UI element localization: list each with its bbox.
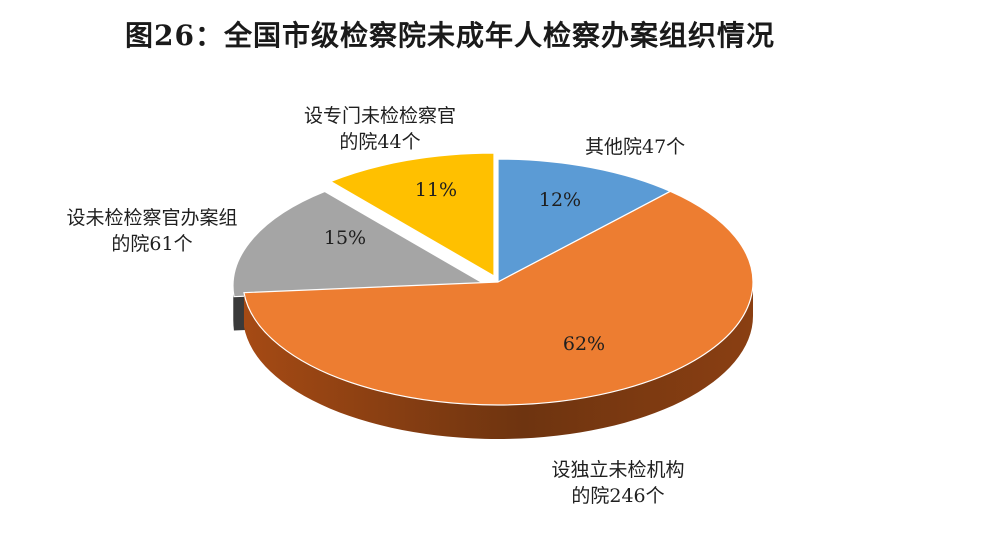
slice-side-1	[243, 282, 753, 440]
pie-slice-3	[329, 152, 495, 278]
pie-slice-1	[243, 190, 754, 406]
slice-category-label-line: 设未检检察官办案组	[66, 207, 237, 229]
slice-percent-label: 11%	[415, 179, 457, 201]
slice-category-label: 设未检检察官办案组的院61个	[66, 207, 237, 255]
slice-category-label-line: 的院44个	[339, 131, 420, 153]
slice-percent-label: 12%	[539, 189, 581, 211]
slice-category-label-line: 其他院47个	[585, 136, 685, 158]
slice-category-label-line: 设独立未检机构	[551, 459, 684, 481]
pie-slice-2	[232, 190, 491, 298]
slice-category-label: 设独立未检机构的院246个	[551, 459, 684, 507]
pie-slice-0	[497, 158, 672, 283]
chart-title: 图26：全国市级检察院未成年人检察办案组织情况	[125, 19, 775, 52]
slice-percent-label: 62%	[563, 333, 605, 355]
slice-category-label-line: 的院61个	[111, 233, 192, 255]
slice-category-label: 设专门未检检察官的院44个	[304, 105, 456, 153]
slice-percent-label: 15%	[324, 227, 366, 249]
slice-category-label-line: 的院246个	[571, 485, 664, 507]
slice-category-label: 其他院47个	[585, 136, 685, 158]
slice-category-label-line: 设专门未检检察官	[304, 105, 456, 127]
